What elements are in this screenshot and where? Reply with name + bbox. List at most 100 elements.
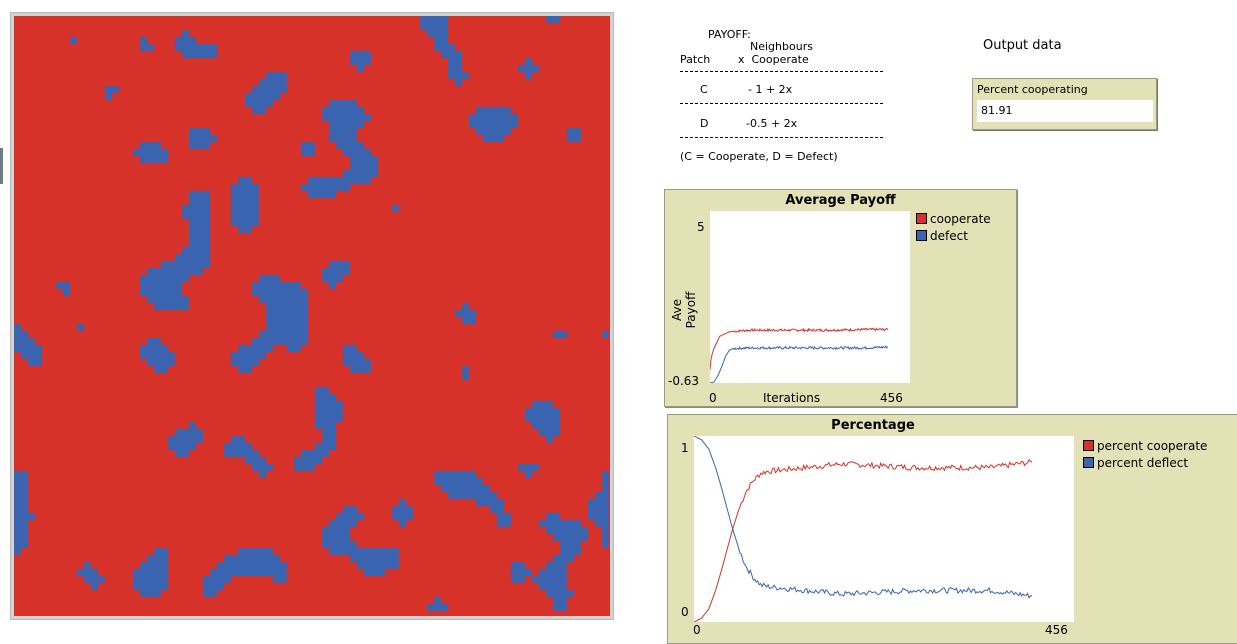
defect-patch [280,289,287,296]
defect-patch [273,555,280,562]
defect-patch [336,128,343,135]
defect-patch [525,415,532,422]
defect-patch [434,44,441,51]
defect-patch [434,478,441,485]
defect-patch [196,254,203,261]
defect-patch [322,107,329,114]
defect-patch [105,86,112,93]
defect-patch [336,121,343,128]
defect-patch [329,107,336,114]
defect-patch [329,121,336,128]
defect-patch [364,366,371,373]
defect-patch [196,233,203,240]
defect-patch [322,436,329,443]
defect-patch [322,443,329,450]
defect-patch [245,457,252,464]
defect-patch [182,44,189,51]
defect-patch [182,443,189,450]
percentage-plot[interactable]: Percentage 1 0 0 456 percent cooperate p… [667,414,1237,644]
defect-patch [434,23,441,30]
defect-patch [189,198,196,205]
defect-patch [266,569,273,576]
defect-patch [546,422,553,429]
defect-patch [168,303,175,310]
defect-patch [329,394,336,401]
defect-patch [21,534,28,541]
defect-patch [203,233,210,240]
defect-patch [553,534,560,541]
defect-patch [273,289,280,296]
defect-patch [469,114,476,121]
defect-patch [301,296,308,303]
defect-patch [350,156,357,163]
defect-patch [315,408,322,415]
defect-patch [602,499,609,506]
defect-patch [595,499,602,506]
defect-patch [294,289,301,296]
defect-patch [189,51,196,58]
defect-patch [448,51,455,58]
average-payoff-plot[interactable]: Average Payoff 5 -0.63 0 456 Iterations … [664,189,1017,407]
defect-patch [441,23,448,30]
defect-patch [168,282,175,289]
defect-patch [441,485,448,492]
defect-patch [287,345,294,352]
defect-patch [287,289,294,296]
defect-patch [392,555,399,562]
defect-patch [427,604,434,611]
defect-patch [357,156,364,163]
defect-patch [322,177,329,184]
defect-patch [469,310,476,317]
defect-patch [273,275,280,282]
defect-patch [336,534,343,541]
defect-patch [553,583,560,590]
defect-patch [455,58,462,65]
defect-patch [490,128,497,135]
defect-patch [259,275,266,282]
defect-patch [154,352,161,359]
defect-patch [245,569,252,576]
defect-patch [147,44,154,51]
defect-patch [140,156,147,163]
defect-patch [476,478,483,485]
defect-patch [546,513,553,520]
defect-patch [602,534,609,541]
defect-patch [462,478,469,485]
defect-patch [497,513,504,520]
defect-patch [245,205,252,212]
defect-patch [455,478,462,485]
percent-cooperating-monitor: Percent cooperating 81.91 [972,78,1157,130]
defect-patch [504,513,511,520]
defect-patch [350,366,357,373]
defect-patch [147,562,154,569]
defect-patch [161,156,168,163]
defect-patch [350,520,357,527]
defect-patch [350,506,357,513]
defect-patch [245,366,252,373]
defect-patch [322,450,329,457]
defect-patch [252,100,259,107]
defect-patch [203,191,210,198]
defect-patch [399,513,406,520]
plot-legend: percent cooperate percent deflect [1083,437,1207,471]
payoff-divider [680,103,883,104]
defect-patch [203,44,210,51]
defect-patch [91,583,98,590]
defect-patch [245,198,252,205]
defect-patch [553,590,560,597]
world-view[interactable] [14,16,610,616]
defect-patch [399,520,406,527]
defect-patch [189,443,196,450]
defect-patch [497,114,504,121]
defect-patch [483,128,490,135]
defect-patch [259,93,266,100]
defect-patch [448,72,455,79]
defect-patch [182,436,189,443]
defect-patch [98,576,105,583]
defect-patch [518,569,525,576]
defect-patch [357,58,364,65]
defect-patch [434,30,441,37]
defect-patch [539,520,546,527]
defect-patch [147,289,154,296]
defect-patch [469,478,476,485]
